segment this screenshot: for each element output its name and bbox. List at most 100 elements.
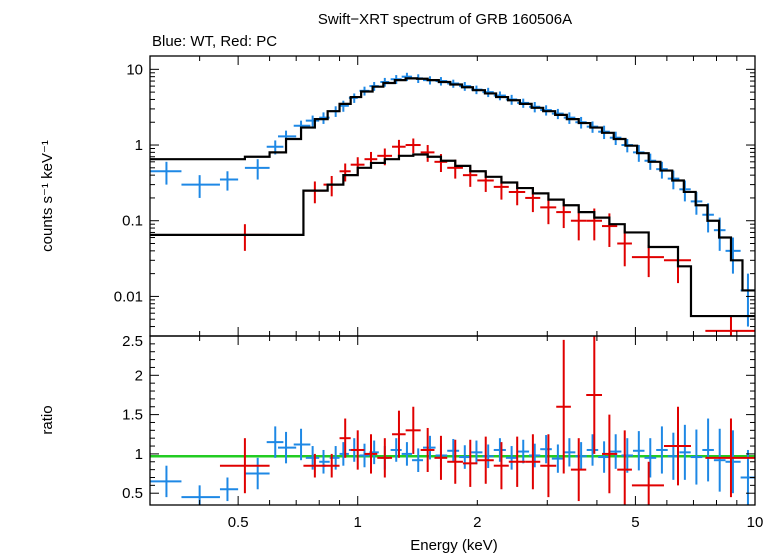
ratio-pc-point-2 — [323, 453, 340, 478]
ratio-panel: 2.5 2 1.5 1 0.5 0.5 1 2 5 10 — [122, 333, 763, 531]
spectrum-pc-point-17 — [540, 196, 557, 225]
spectrum-y-tick-label: 10 — [126, 61, 143, 78]
ratio-pc-point-15 — [508, 436, 526, 487]
spectrum-wt-point-0 — [150, 161, 182, 185]
ratio-wt-point-41 — [690, 429, 703, 485]
ratio-pc-point-13 — [477, 436, 494, 484]
x-tick-label: 2 — [473, 514, 481, 531]
x-tick-label: 10 — [747, 514, 764, 531]
ratio-pc-point-1 — [303, 453, 326, 478]
ratio-wt-point-24 — [493, 438, 506, 462]
ratio-wt-point-12 — [359, 443, 370, 468]
ratio-wt-point-36 — [632, 431, 645, 471]
ratio-pc-point-19 — [570, 438, 587, 502]
ratio-pc-point-4 — [350, 430, 365, 470]
spectrum-y-tick-label: 0.1 — [122, 213, 143, 230]
ratio-wt-point-35 — [621, 438, 633, 473]
ratio-pc-point-25 — [705, 418, 755, 498]
spectrum-model-line-2 — [150, 77, 755, 292]
ratio-pc-point-0 — [219, 438, 270, 494]
ratio-wt-point-29 — [551, 444, 564, 473]
ratio-wt-point-32 — [586, 434, 599, 466]
ratio-wt-point-15 — [390, 438, 402, 462]
ratio-y-tick-label: 2.5 — [122, 333, 143, 350]
spectrum-x-ticks — [149, 56, 756, 336]
ratio-y-axis-label: ratio — [39, 405, 56, 434]
spectrum-pc-point-0 — [219, 224, 270, 251]
spectrum-wt-point-16 — [401, 72, 413, 82]
spectrum-pc-point-23 — [631, 244, 664, 278]
x-axis-label: Energy (keV) — [410, 537, 498, 554]
ratio-wt-point-40 — [679, 424, 691, 480]
spectrum-y-tick-label: 0.01 — [114, 288, 143, 305]
ratio-wt-point-31 — [575, 442, 587, 471]
spectrum-plot-area — [150, 72, 755, 336]
ratio-wt-point-42 — [702, 418, 714, 482]
spectrum-wt-point-10 — [339, 100, 349, 112]
ratio-wt-point-4 — [266, 426, 284, 458]
ratio-wt-point-38 — [656, 426, 668, 474]
spectrum-wt-point-2 — [219, 171, 239, 191]
ratio-pc-point-9 — [420, 427, 435, 472]
ratio-pc-point-17 — [540, 434, 557, 498]
ratio-wt-point-1 — [181, 485, 220, 505]
ratio-wt-point-44 — [725, 430, 741, 494]
spectrum-pc-point-22 — [617, 230, 632, 267]
ratio-wt-point-23 — [482, 444, 494, 469]
spectrum-model-line-3 — [150, 153, 755, 318]
ratio-pc-point-24 — [663, 406, 691, 486]
ratio-x-ticks — [149, 336, 756, 505]
ratio-wt-point-34 — [609, 434, 622, 469]
ratio-wt-point-2 — [219, 477, 239, 502]
ratio-wt-point-8 — [319, 449, 330, 474]
spectrum-wt-point-7 — [305, 115, 320, 127]
ratio-y-tick-label: 1.5 — [122, 407, 143, 424]
ratio-pc-point-23 — [631, 461, 664, 505]
ratio-plot-area — [150, 336, 755, 505]
chart-title: Swift−XRT spectrum of GRB 160506A — [318, 11, 572, 28]
ratio-wt-point-18 — [423, 435, 436, 460]
ratio-pc-point-6 — [377, 438, 393, 478]
ratio-wt-point-16 — [401, 442, 413, 466]
ratio-wt-point-21 — [459, 445, 472, 469]
spectrum-y-axis-label: counts s⁻¹ keV⁻¹ — [39, 140, 56, 252]
ratio-y-tick-label: 1 — [135, 446, 143, 463]
spectrum-pc-point-7 — [392, 139, 406, 156]
spectrum-pc-point-3 — [339, 163, 351, 182]
ratio-pc-point-20 — [586, 336, 603, 454]
ratio-pc-point-22 — [617, 430, 632, 505]
x-tick-label: 5 — [631, 514, 639, 531]
ratio-wt-point-43 — [713, 428, 726, 492]
ratio-pc-point-11 — [447, 439, 463, 484]
ratio-wt-point-25 — [505, 446, 518, 470]
spectrum-wt-point-44 — [725, 237, 741, 274]
ratio-wt-point-26 — [517, 439, 530, 464]
ratio-pc-point-14 — [493, 442, 509, 490]
spectrum-wt-point-1 — [181, 175, 220, 198]
ratio-wt-point-27 — [529, 443, 541, 468]
ratio-wt-point-5 — [278, 431, 297, 464]
x-tick-label: 1 — [354, 514, 362, 531]
spectrum-pc-point-8 — [405, 138, 421, 154]
spectrum-y-ticks — [150, 68, 755, 337]
ratio-pc-point-10 — [434, 435, 448, 480]
ratio-wt-point-22 — [471, 440, 483, 465]
spectrum-pc-point-19 — [570, 208, 587, 241]
ratio-wt-point-33 — [598, 441, 610, 473]
ratio-pc-point-8 — [405, 406, 421, 454]
ratio-y-tick-label: 0.5 — [122, 485, 143, 502]
ratio-pc-point-5 — [364, 434, 378, 474]
ratio-wt-point-20 — [447, 438, 460, 463]
ratio-pc-point-3 — [339, 418, 351, 458]
x-tick-label: 0.5 — [228, 514, 249, 531]
ratio-y-tick-label: 2 — [135, 367, 143, 384]
ratio-wt-point-6 — [293, 428, 311, 461]
spectrum-y-tick-label: 1 — [135, 137, 143, 154]
ratio-pc-point-21 — [602, 414, 618, 494]
ratio-pc-point-18 — [556, 339, 571, 474]
ratio-wt-point-30 — [563, 438, 576, 467]
ratio-wt-point-37 — [644, 438, 657, 478]
spectrum-frame — [149, 55, 756, 337]
spectrum-pc-point-1 — [303, 181, 326, 204]
